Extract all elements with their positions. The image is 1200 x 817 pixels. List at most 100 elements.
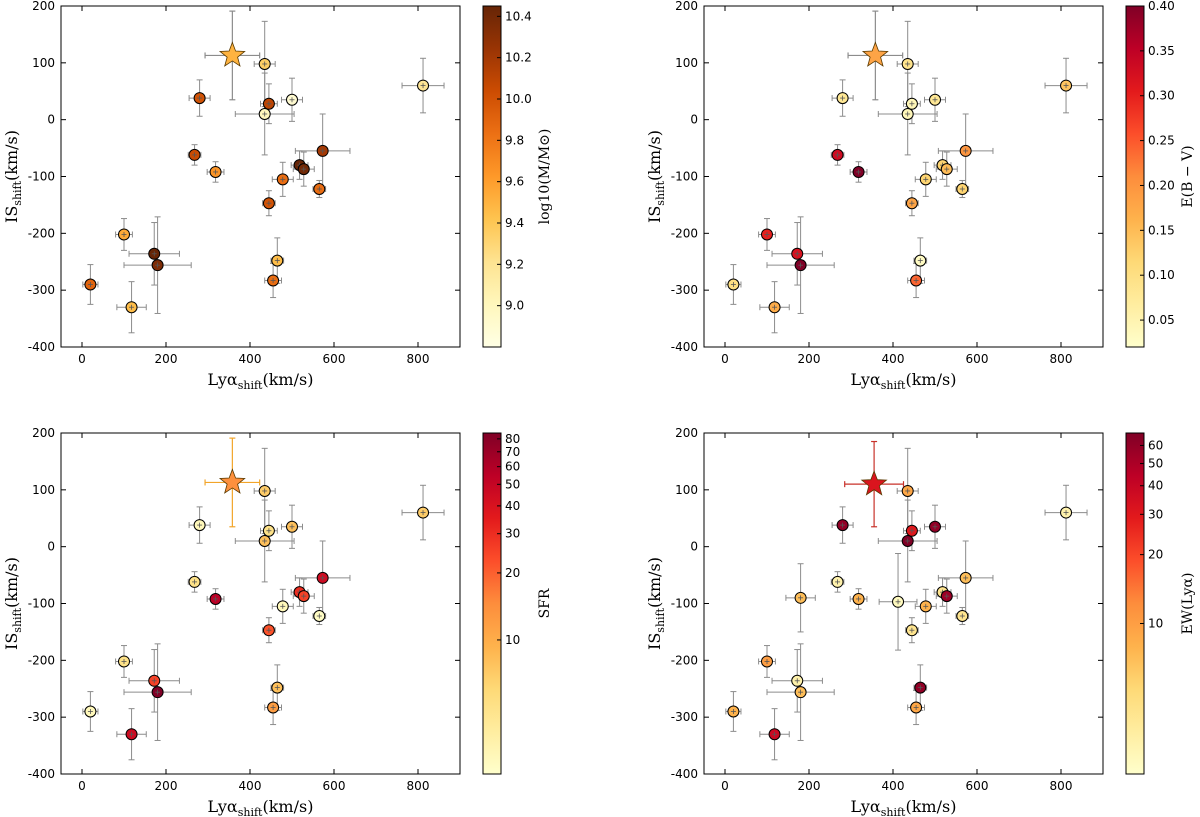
y-tick: 100 — [675, 483, 1103, 497]
colorbar-gradient — [482, 5, 502, 348]
colorbar-tick-label: 10 — [505, 633, 520, 647]
colorbar-tick: 70 — [497, 445, 520, 459]
y-tick-label: -100 — [28, 597, 55, 611]
x-tick: 600 — [323, 433, 346, 793]
x-tick-label: 600 — [966, 352, 989, 366]
colorbar-tick: 0.05 — [1140, 313, 1175, 327]
y-tick-label: 200 — [675, 0, 698, 13]
stacked-star-group — [204, 10, 261, 101]
x-tick-label: 600 — [323, 352, 346, 366]
colorbar-tick-label: 40 — [505, 499, 520, 513]
y-tick: -100 — [671, 170, 1103, 184]
x-tick-label: 800 — [1050, 352, 1073, 366]
y-tick: 100 — [32, 56, 460, 70]
colorbar-tick-label: 30 — [1148, 507, 1163, 521]
y-tick: 200 — [675, 0, 1103, 13]
x-tick-label: 600 — [966, 779, 989, 793]
colorbar-tick: 0.30 — [1140, 89, 1175, 103]
colorbar-tick-label: 70 — [505, 445, 520, 459]
y-tick-label: -100 — [671, 597, 698, 611]
colorbar-tick-label: 9.8 — [505, 133, 524, 147]
y-axis-label: ISshift(km/s) — [2, 557, 24, 650]
colorbar-tick-label: 0.30 — [1148, 89, 1175, 103]
y-tick: 100 — [675, 56, 1103, 70]
x-tick: 600 — [323, 6, 346, 366]
x-tick: 0 — [78, 6, 86, 366]
x-tick: 200 — [155, 6, 177, 366]
colorbar-tick-label: 50 — [1148, 457, 1163, 471]
y-tick-label: 100 — [32, 483, 55, 497]
y-tick: 100 — [32, 483, 460, 497]
colorbar-tick: 40 — [1140, 479, 1163, 493]
colorbar-tick: 0.35 — [1140, 44, 1175, 58]
x-tick-label: 600 — [323, 779, 346, 793]
y-tick-label: -400 — [671, 767, 698, 781]
y-tick-label: 0 — [47, 540, 55, 554]
y-tick-label: -200 — [28, 226, 55, 240]
scatter-panel-3: 0 200 400 600 800 -400 -300 -200 -100 0 100 200 Lyαs… — [2, 426, 461, 817]
colorbar-tick-label: 40 — [1148, 479, 1163, 493]
y-tick-label: -100 — [28, 170, 55, 184]
y-tick: -100 — [28, 597, 460, 611]
star-marker — [861, 41, 889, 67]
y-tick: -300 — [28, 283, 460, 297]
y-tick-label: -100 — [671, 170, 698, 184]
colorbar-tick: 0.25 — [1140, 134, 1175, 148]
x-axis-label: Lyαshift(km/s) — [851, 370, 957, 392]
plot-area — [60, 432, 461, 775]
colorbar-tick: 60 — [1140, 438, 1163, 452]
star-marker — [860, 470, 888, 496]
x-tick: 600 — [966, 6, 989, 366]
y-tick: 200 — [32, 0, 460, 13]
x-tick: 800 — [1050, 6, 1073, 366]
y-tick-label: 200 — [675, 426, 698, 440]
colorbar-tick-label: 20 — [1148, 548, 1163, 562]
x-axis-label: Lyαshift(km/s) — [208, 370, 314, 392]
x-tick: 0 — [78, 433, 86, 793]
x-tick: 400 — [239, 433, 261, 793]
y-tick-label: 0 — [690, 540, 698, 554]
colorbar-tick-label: 60 — [1148, 438, 1163, 452]
colorbar-tick: 0.15 — [1140, 223, 1175, 237]
y-tick: -300 — [28, 710, 460, 724]
x-tick-label: 0 — [721, 352, 729, 366]
colorbar-tick-label: 9.2 — [505, 257, 524, 271]
colorbar-tick: 50 — [1140, 457, 1163, 471]
stacked-star-group — [204, 437, 261, 528]
y-tick-label: -300 — [671, 710, 698, 724]
scatter-panel-4: 0 200 400 600 800 -400 -300 -200 -100 0 100 200 Lyαs… — [645, 426, 1104, 817]
x-tick-label: 400 — [882, 779, 905, 793]
colorbar-tick-label: 10.4 — [505, 9, 532, 23]
x-tick-label: 0 — [78, 352, 86, 366]
y-tick: -400 — [671, 340, 1103, 354]
colorbar-tick-label: 60 — [505, 460, 520, 474]
colorbar-tick-label: 80 — [505, 432, 520, 446]
y-tick-label: -200 — [671, 653, 698, 667]
x-tick: 400 — [882, 433, 905, 793]
y-tick: -100 — [28, 170, 460, 184]
colorbar-label: log10(M/M⊙) — [537, 129, 553, 225]
y-tick: -400 — [28, 767, 460, 781]
x-tick: 400 — [882, 6, 904, 366]
x-tick-label: 800 — [407, 352, 430, 366]
scatter-panel-2: 0 200 400 600 800 -400 -300 -200 -100 0 100 200 Lyαs… — [645, 0, 1104, 392]
x-tick-label: 800 — [407, 779, 430, 793]
y-tick: 200 — [32, 426, 460, 440]
y-tick: 0 — [690, 540, 1103, 554]
y-tick: -400 — [28, 340, 460, 354]
x-tick: 800 — [407, 433, 430, 793]
x-tick: 600 — [966, 433, 989, 793]
colorbar-label: E(B − V) — [1180, 145, 1196, 207]
y-axis-label: ISshift(km/s) — [645, 557, 667, 650]
y-tick-label: 100 — [32, 56, 55, 70]
colorbar-tick: 9.2 — [497, 257, 524, 271]
colorbar-tick: 10 — [497, 633, 520, 647]
y-tick-label: 100 — [675, 483, 698, 497]
x-tick-label: 400 — [239, 352, 262, 366]
colorbar-tick-label: 9.4 — [505, 216, 524, 230]
colorbar-tick-label: 20 — [505, 566, 520, 580]
y-tick-label: 0 — [690, 113, 698, 127]
colorbar-tick-label: 0.20 — [1148, 178, 1175, 192]
x-tick-label: 200 — [798, 779, 821, 793]
x-tick-label: 200 — [155, 779, 178, 793]
